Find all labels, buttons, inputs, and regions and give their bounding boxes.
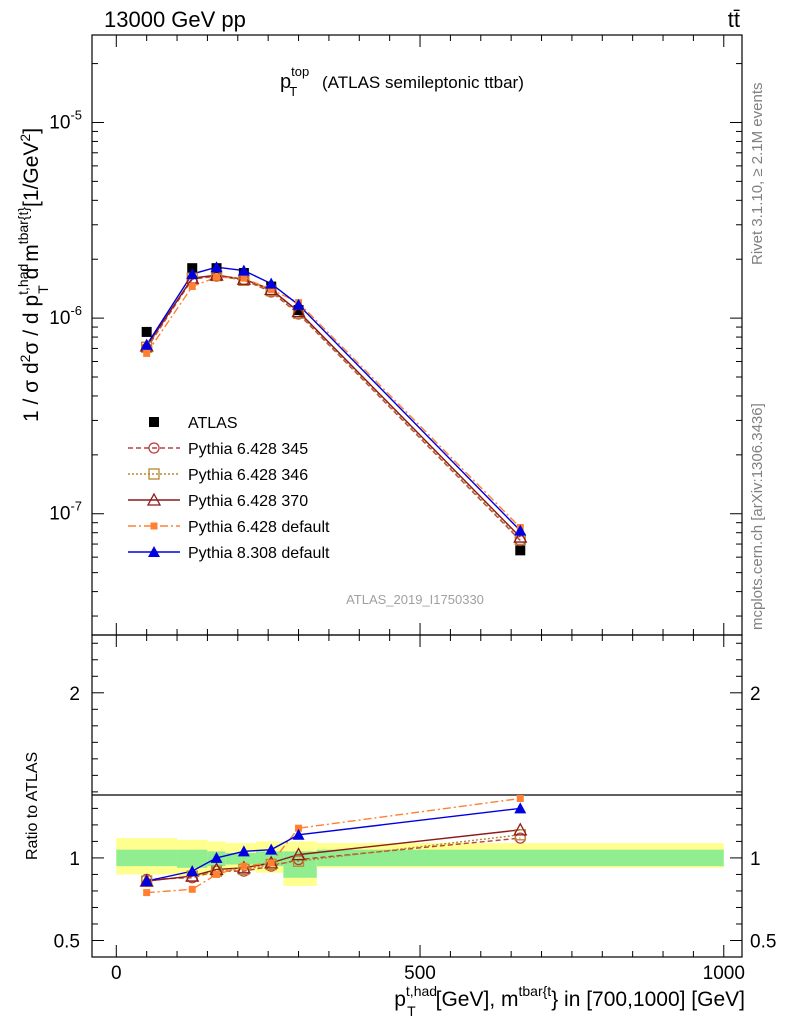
legend-label-py346: Pythia 6.428 346 <box>188 467 308 484</box>
main-y-label: 1 / σ d2σ / d pt,had T d mtbar{t}[1/GeV2] <box>15 128 51 422</box>
legend-marker-atlas <box>149 417 159 427</box>
ratio-band-inner <box>177 849 208 868</box>
main-ticks: 10-7 10-6 10-5 <box>49 35 742 635</box>
rivet-label: Rivet 3.1.10, ≥ 2.1M events <box>749 83 766 266</box>
legend-marker-py370 <box>146 492 162 506</box>
x-tick-label: 0 <box>111 963 122 984</box>
ratio-band-inner <box>116 849 178 867</box>
ratio-point-py8 <box>210 851 223 863</box>
main-y-tick-label: 10-6 <box>49 303 82 329</box>
ratio-y-tick-label-left: 0.5 <box>54 931 80 952</box>
ratio-point-py6def <box>240 862 248 870</box>
ratio-point-py8 <box>237 845 250 857</box>
ratio-point-py6def <box>267 859 275 867</box>
title-sup: top <box>291 64 309 79</box>
main-point-py8 <box>292 298 305 310</box>
main-series-layer <box>139 261 528 556</box>
main-point-py8 <box>237 264 250 276</box>
ratio-y-tick-label-left: 2 <box>69 684 80 705</box>
ratio-y-tick-label-right: 2 <box>750 684 761 705</box>
legend-marker-py6def <box>150 522 158 530</box>
main-point-py6def <box>267 286 275 294</box>
ratio-point-py6def <box>188 885 196 893</box>
ratio-point-py6def <box>516 794 524 802</box>
x-axis-label: pt,had T [GeV], mtbar{t} in [700,1000] [Ge… <box>394 983 745 1019</box>
main-point-atlas <box>515 545 526 556</box>
ratio-point-py6def <box>143 889 151 897</box>
ratio-point-py6def <box>213 870 221 878</box>
legend-marker-py345 <box>148 442 160 454</box>
ratio-band-inner <box>316 849 724 867</box>
ratio-point-py346 <box>292 855 305 867</box>
x-tick-label: 500 <box>404 963 436 984</box>
x-tick-label: 1000 <box>703 963 745 984</box>
mcplots-label: mcplots.cern.ch [arXiv:1306.3436] <box>749 403 766 630</box>
ratio-point-py8 <box>292 828 305 840</box>
ratio-point-py370 <box>513 822 528 836</box>
ratio-series-layer <box>139 794 528 897</box>
main-panel: 10-710-610-5 ptop T (ATLAS semileptonic t… <box>15 34 743 636</box>
main-point-py6def <box>240 274 248 282</box>
ratio-point-py8 <box>265 843 278 855</box>
legend-label-atlas: ATLAS <box>188 415 238 432</box>
main-point-py6def <box>143 349 151 357</box>
ratio-frame <box>91 634 743 958</box>
ratio-ticks: 0.5 0.5 1 1 2 2 0 500 1000 <box>54 635 776 984</box>
main-point-atlas <box>141 326 152 337</box>
ratio-y-tick-label-right: 0.5 <box>750 931 776 952</box>
main-point-py6def <box>213 273 221 281</box>
legend-label-py370: Pythia 6.428 370 <box>188 493 308 510</box>
title-sub: T <box>289 84 297 99</box>
ratio-y-tick-label-right: 1 <box>750 849 761 870</box>
legend-label-py6def: Pythia 6.428 default <box>188 519 330 536</box>
main-line-py6def <box>146 276 521 529</box>
main-y-tick-label: 10-7 <box>49 499 82 525</box>
main-point-py6def <box>188 283 196 291</box>
header-right: tt̄ <box>728 7 740 32</box>
main-point-py370 <box>513 529 528 543</box>
ratio-point-py8 <box>514 802 527 814</box>
main-point-atlas <box>293 305 304 316</box>
legend-marker-py346 <box>148 468 160 480</box>
legend-label-py345: Pythia 6.428 345 <box>188 441 308 458</box>
main-line-py8 <box>146 266 521 532</box>
plot-title: ptop T <box>280 64 309 99</box>
main-point-py8 <box>514 524 527 536</box>
legend: ATLAS Pythia 6.428 345 Pythia 6.428 346 Pyt… <box>128 415 330 562</box>
main-point-py370 <box>291 304 306 318</box>
main-point-py8 <box>265 277 278 289</box>
ratio-point-py6def <box>295 824 303 832</box>
analysis-watermark: ATLAS_2019_I1750330 <box>346 592 484 607</box>
ratio-point-py8 <box>140 875 153 887</box>
main-point-py8 <box>186 268 199 280</box>
ratio-point-py370 <box>291 847 306 861</box>
legend-marker-py8 <box>148 546 160 557</box>
main-point-py8 <box>140 338 153 350</box>
ratio-band-inner <box>225 852 257 865</box>
main-point-py8 <box>210 261 223 273</box>
header-left: 13000 GeV pp <box>104 7 246 32</box>
legend-label-py8: Pythia 8.308 default <box>188 545 330 562</box>
ratio-point-py8 <box>186 865 199 877</box>
plot-title-rest: (ATLAS semileptonic ttbar) <box>322 73 524 92</box>
ratio-y-tick-label-left: 1 <box>69 849 80 870</box>
ratio-y-label: Ratio to ATLAS <box>24 752 41 860</box>
ratio-panel: 0.5 0.5 1 1 2 2 0 500 1000 Ratio to ATLAS pt,had… <box>24 634 776 1019</box>
ratio-band-layer <box>116 838 724 886</box>
main-y-tick-label: 10-5 <box>49 107 82 133</box>
